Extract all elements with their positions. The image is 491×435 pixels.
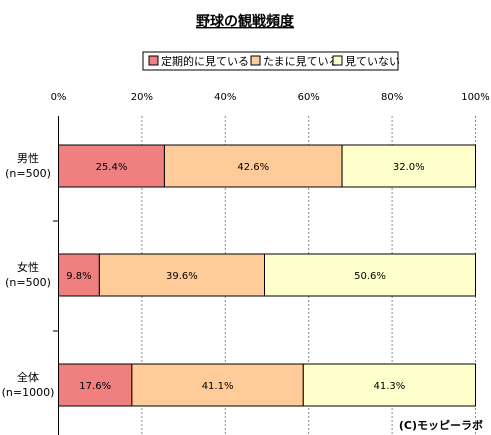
category-sublabel: (n=500) [5, 276, 51, 289]
data-label: 42.6% [237, 162, 269, 173]
x-tick-label: 80% [381, 92, 403, 103]
bars: 25.4% 42.6% 32.0% 9.8% 39.6% 50.6% 17.6% 41.1% 4… [59, 145, 476, 406]
data-label: 25.4% [96, 162, 128, 173]
category-sublabel: (n=1000) [2, 386, 55, 399]
legend-swatch [333, 56, 342, 65]
legend-label: 見ていない [345, 55, 400, 68]
y-axis-labels: 男性 (n=500) 女性 (n=500) 全体 (n=1000) [2, 151, 55, 399]
x-tick-label: 20% [131, 92, 153, 103]
data-label: 9.8% [66, 271, 91, 282]
data-label: 17.6% [79, 381, 111, 392]
data-label: 39.6% [166, 271, 198, 282]
data-label: 32.0% [393, 162, 425, 173]
category-label: 女性 [17, 260, 39, 274]
legend-swatch [149, 56, 158, 65]
category-sublabel: (n=500) [5, 167, 51, 180]
legend: 定期的に見ている たまに見ている 見ていない [143, 52, 400, 70]
legend-label: たまに見ている [263, 55, 340, 68]
x-tick-label: 40% [214, 92, 236, 103]
x-tick-label: 60% [298, 92, 320, 103]
data-label: 41.3% [373, 381, 405, 392]
x-tick-label: 0% [51, 92, 67, 103]
x-tick-label: 100% [461, 92, 490, 103]
chart-title: 野球の観戦頻度 [196, 13, 295, 30]
data-label: 41.1% [202, 381, 234, 392]
legend-swatch [251, 56, 260, 65]
category-label: 全体 [17, 370, 39, 384]
data-label: 50.6% [354, 271, 386, 282]
legend-label: 定期的に見ている [161, 54, 249, 68]
category-label: 男性 [17, 151, 39, 165]
credit-text: (C)モッピーラボ [399, 418, 483, 432]
x-axis-ticks: 0% 20% 40% 60% 80% 100% [51, 92, 490, 103]
